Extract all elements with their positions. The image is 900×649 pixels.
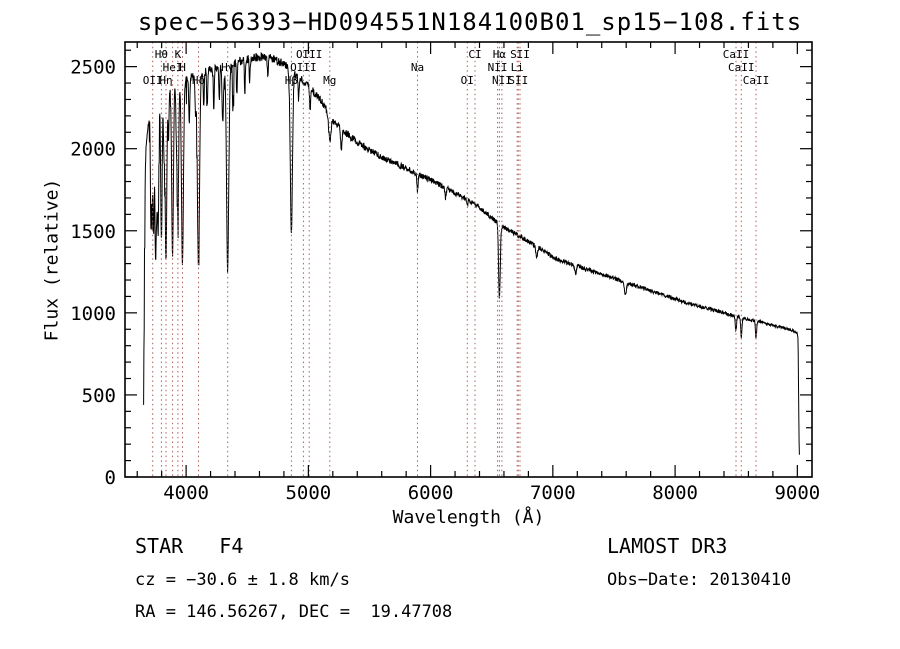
spectral-line-label: OI: [461, 74, 474, 87]
spectral-line-label: Mg: [323, 74, 336, 87]
spectral-line-label: Hγ: [221, 61, 235, 74]
spectral-line-label: H: [179, 61, 186, 74]
plot-border: [124, 41, 813, 478]
spectral-line-label: OIII: [290, 61, 317, 74]
y-tick-labels: 0 500 1000 1500 2000 2500: [70, 57, 116, 489]
x-tick-label: 7000: [530, 482, 576, 504]
spectrum-trace: [143, 51, 800, 455]
y-tick-label: 500: [82, 385, 116, 407]
spectral-line-label: Hα: [493, 48, 507, 61]
spectral-line-label: NII: [492, 74, 512, 87]
spectral-line-label: CaII: [728, 61, 755, 74]
x-tick-label: 4000: [163, 482, 209, 504]
y-tick-label: 2500: [70, 57, 116, 79]
plot-title: spec−56393−HD094551N184100B01_sp15−108.f…: [137, 8, 803, 36]
y-tick-label: 0: [105, 467, 116, 489]
y-tick-label: 1500: [70, 221, 116, 243]
spectral-line-label: Hβ: [285, 74, 299, 87]
x-tick-label: 8000: [652, 482, 698, 504]
spectral-line-label: HeI: [163, 61, 183, 74]
spectral-line-markers: [152, 42, 757, 477]
spectral-line-labels: OIIHθHηHeIKHHδHγHβOIIIOIIIMgNaOICINIIHαN…: [143, 48, 769, 87]
x-tick-label: 6000: [408, 482, 454, 504]
spectral-line-label: Li: [511, 61, 524, 74]
redshift-velocity-label: cz = −30.6 ± 1.8 km/s: [135, 570, 350, 590]
spectral-line-label: CI: [468, 48, 481, 61]
x-tick-label: 9000: [774, 482, 820, 504]
spectral-line-label: OIII: [296, 48, 323, 61]
y-tick-label: 2000: [70, 139, 116, 161]
spectral-line-label: Na: [411, 61, 424, 74]
x-axis-label: Wavelength (Å): [392, 507, 545, 528]
spectral-line-label: SII: [510, 48, 530, 61]
ra-dec-label: RA = 146.56267, DEC = 19.47708: [135, 602, 453, 622]
spectral-line-label: Hη: [159, 74, 172, 87]
spectral-line-label: CaII: [723, 48, 750, 61]
x-tick-label: 5000: [285, 482, 331, 504]
spectral-line-label: SII: [508, 74, 528, 87]
spectral-line-label: OII: [143, 74, 163, 87]
survey-release-label: LAMOST DR3: [607, 534, 728, 558]
spectrum-trace-group: [143, 51, 800, 455]
x-tick-labels: 4000 5000 6000 7000 8000 9000: [163, 482, 820, 504]
spectral-line-label: CaII: [743, 74, 770, 87]
spectral-line-label: Hθ: [155, 48, 168, 61]
y-tick-label: 1000: [70, 303, 116, 325]
spectral-line-label: K: [175, 48, 182, 61]
obs-date-label: Obs−Date: 20130410: [607, 570, 792, 590]
object-class-label: STAR F4: [135, 534, 244, 558]
axis-ticks: [125, 42, 812, 478]
spectral-line-label: Hδ: [192, 74, 205, 87]
spectral-line-label: NII: [488, 61, 508, 74]
